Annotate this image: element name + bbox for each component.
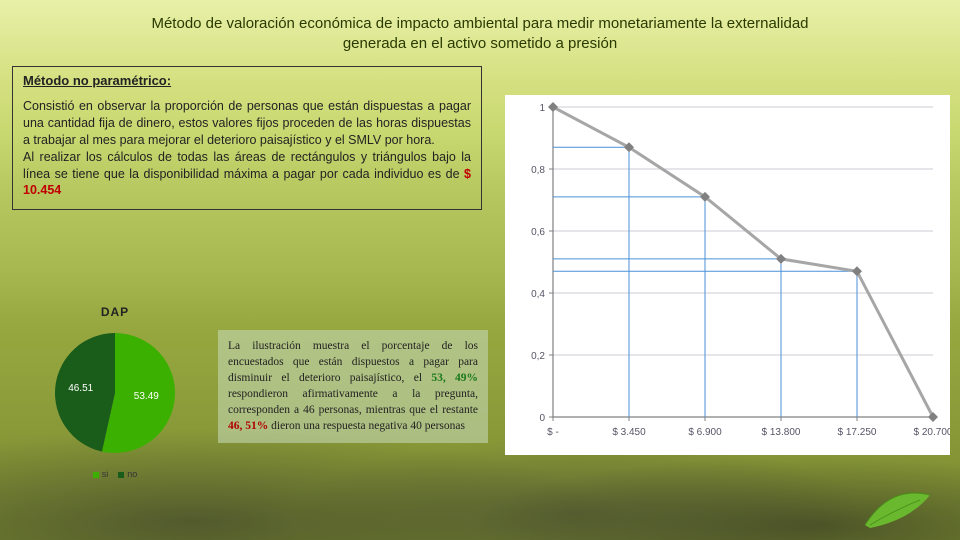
leaf-decoration	[860, 480, 940, 530]
method-heading: Método no paramétrico:	[23, 73, 471, 88]
svg-text:$ 6.900: $ 6.900	[688, 427, 722, 438]
svg-text:0,8: 0,8	[531, 165, 545, 176]
desc-t2: respondieron afirmativamente a la pregun…	[228, 388, 478, 416]
svg-text:$ 20.700: $ 20.700	[914, 427, 950, 438]
svg-text:$ 13.800: $ 13.800	[762, 427, 801, 438]
line-chart: 0 0,2 0,4 0,6 0,8 1 $ - $ 3.450 $ 6.900 $ 13.800 $…	[505, 95, 950, 455]
method-body-2: Al realizar los cálculos de todas las ár…	[23, 150, 471, 181]
pie-title: DAP	[30, 305, 200, 319]
pie-legend: si no	[30, 469, 200, 479]
desc-pct-green: 53, 49%	[431, 372, 478, 384]
svg-text:1: 1	[539, 103, 545, 114]
desc-pct-red: 46, 51%	[228, 420, 268, 432]
legend-no: no	[118, 469, 137, 479]
method-body-1: Consistió en observar la proporción de p…	[23, 99, 471, 147]
method-text: Consistió en observar la proporción de p…	[23, 98, 471, 199]
svg-text:0: 0	[539, 413, 545, 424]
desc-t3: dieron una respuesta negativa 40 persona…	[271, 420, 465, 432]
pie-chart: DAP 53.4946.51 si no	[30, 305, 200, 479]
legend-si: si	[93, 469, 109, 479]
svg-text:$ 17.250: $ 17.250	[838, 427, 877, 438]
svg-text:$ 3.450: $ 3.450	[612, 427, 646, 438]
description-box: La ilustración muestra el porcentaje de …	[218, 330, 488, 443]
svg-text:0,6: 0,6	[531, 227, 545, 238]
svg-text:$ -: $ -	[547, 427, 559, 438]
pie-canvas: 53.4946.51	[45, 323, 185, 463]
page-title: Método de valoración económica de impact…	[0, 0, 960, 65]
svg-text:0,4: 0,4	[531, 289, 545, 300]
method-box: Método no paramétrico: Consistió en obse…	[12, 66, 482, 210]
svg-text:0,2: 0,2	[531, 351, 545, 362]
